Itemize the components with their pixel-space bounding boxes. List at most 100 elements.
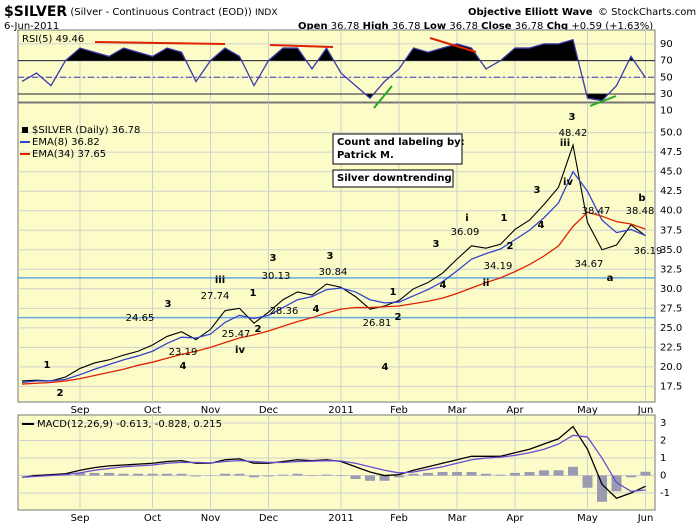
- y-tick-label: 50.0: [660, 128, 682, 139]
- y-tick-label: 40.0: [660, 206, 682, 217]
- histogram-bar: [336, 475, 346, 477]
- x-tick-label: Jun: [637, 513, 654, 524]
- histogram-bar: [582, 475, 593, 488]
- trend-line: [94, 41, 226, 45]
- histogram-bar: [321, 474, 332, 476]
- wave-label: 2: [395, 312, 402, 323]
- wave-label: 26.81: [363, 318, 392, 329]
- wave-label: 2: [507, 241, 514, 252]
- x-tick-label: Feb: [390, 405, 408, 416]
- histogram-bar: [89, 472, 100, 476]
- legend-text: MACD(12,26,9) -0.613, -0.828, 0.215: [37, 419, 222, 430]
- histogram-bar: [249, 475, 259, 478]
- x-tick-label: May: [577, 513, 598, 524]
- wave-label: 38.48: [626, 206, 655, 217]
- wave-label: 38.47: [582, 206, 611, 217]
- series-line: [21, 211, 646, 385]
- wave-label: 34.67: [575, 259, 604, 270]
- histogram-bar: [553, 470, 564, 476]
- histogram-bar: [307, 475, 317, 476]
- brand: Objective Elliott Wave: [468, 7, 593, 18]
- y-tick-label: 27.5: [660, 303, 682, 314]
- histogram-bar: [220, 473, 230, 476]
- series-line: [21, 143, 646, 382]
- legend-name: EMA(34): [32, 149, 74, 160]
- wave-label: 48.42: [559, 128, 588, 139]
- histogram-bar: [452, 472, 462, 476]
- wave-label: iv: [235, 345, 245, 356]
- x-tick-label: Oct: [144, 513, 161, 524]
- x-tick-label: Feb: [390, 513, 408, 524]
- histogram-bar: [626, 475, 636, 478]
- x-tick-label: Sep: [71, 405, 90, 416]
- wave-label: 3: [569, 112, 576, 123]
- y-tick-label: 2: [660, 436, 666, 447]
- series-line: [21, 38, 647, 102]
- series-line: [21, 170, 646, 384]
- wave-label: 30.13: [262, 271, 291, 282]
- wave-label: 3: [165, 299, 172, 310]
- y-tick-label: 1: [660, 453, 666, 464]
- x-tick-label: May: [577, 405, 598, 416]
- quote-name: Low: [424, 21, 446, 32]
- histogram-bar: [437, 472, 448, 476]
- histogram-bar: [263, 475, 274, 477]
- histogram-bar: [466, 472, 477, 476]
- y-tick-label: 10: [660, 106, 673, 117]
- histogram-bar: [191, 475, 201, 477]
- quote-value: +0.59 (+1.63%): [571, 21, 653, 32]
- wave-label: 2: [57, 388, 64, 399]
- histogram-bar: [611, 475, 622, 492]
- x-tick-label: Oct: [144, 405, 161, 416]
- legend-name: RSI(5): [22, 34, 53, 45]
- wave-label: 1: [250, 288, 257, 299]
- trend-line: [373, 85, 393, 109]
- trend-line: [269, 44, 334, 48]
- wave-label: 3: [534, 185, 541, 196]
- instrument: (Silver - Continuous Contract (EOD)): [70, 7, 252, 18]
- y-tick-label: 22.5: [660, 342, 682, 353]
- wave-label: 4: [538, 220, 545, 231]
- wave-label: iii: [215, 275, 225, 286]
- wave-label: b: [638, 193, 645, 204]
- histogram-bar: [278, 474, 288, 476]
- legend-name: EMA(8): [32, 137, 68, 148]
- legend-icon: [22, 127, 28, 133]
- wave-label: 4: [440, 280, 447, 291]
- trend-line: [589, 95, 617, 107]
- wave-label: i: [465, 213, 468, 224]
- quote-value: 36.78: [449, 21, 478, 32]
- y-tick-label: 0: [660, 471, 666, 482]
- x-tick-label: Apr: [506, 513, 524, 524]
- legend-name: $SILVER (Daily): [32, 125, 109, 136]
- quote: Open 36.78 High 36.78 Low 36.78 Close 36…: [298, 21, 653, 32]
- quote-name: Open: [298, 21, 328, 32]
- wave-label: 24.65: [126, 313, 155, 324]
- y-tick-label: 30: [660, 89, 673, 100]
- wave-label: 3: [327, 251, 334, 262]
- wave-label: 3: [433, 239, 440, 250]
- wave-label: 1: [501, 213, 508, 224]
- trend-lines: [94, 37, 617, 109]
- note-text: Count and labeling by:: [337, 137, 465, 148]
- wave-label: 28.36: [270, 306, 299, 317]
- wave-label: 3: [270, 253, 277, 264]
- quote-value: 36.78: [392, 21, 421, 32]
- y-tick-label: 20.0: [660, 362, 682, 373]
- legend-text: $SILVER (Daily) 36.78: [32, 125, 140, 136]
- y-tick-label: 70: [660, 56, 673, 67]
- quote-value: 36.78: [331, 21, 360, 32]
- x-tick-label: Mar: [448, 405, 468, 416]
- note-text: Silver downtrending: [337, 173, 452, 184]
- y-tick-label: 35.0: [660, 245, 682, 256]
- wave-label: a: [607, 273, 614, 284]
- y-tick-label: 25.0: [660, 323, 682, 334]
- symbol: $SILVER: [4, 4, 67, 20]
- histogram-bar: [379, 475, 390, 481]
- histogram-bar: [640, 471, 651, 476]
- legend-text: RSI(5) 49.46: [22, 34, 84, 45]
- wave-label: iii: [560, 138, 570, 149]
- date: 6-Jun-2011: [4, 21, 59, 32]
- trend-line: [429, 37, 477, 53]
